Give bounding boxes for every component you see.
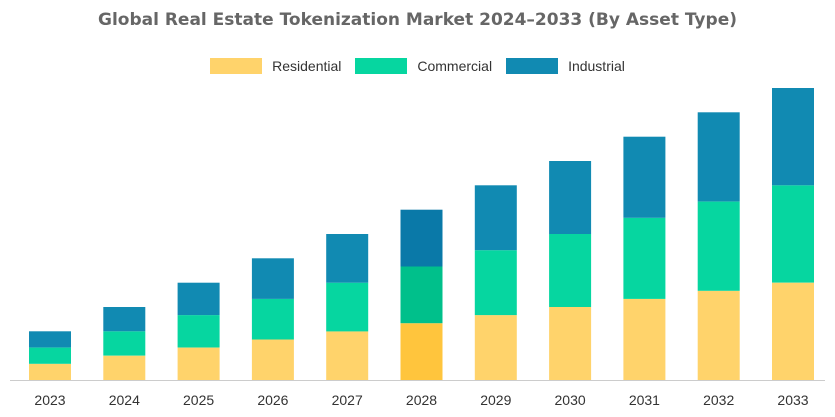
bar-industrial-2026 [251,258,294,299]
bar-commercial-2026 [251,298,294,340]
bar-commercial-2031 [623,217,666,299]
bar-residential-2025 [177,347,220,380]
x-tick-label-2032: 2032 [703,392,734,408]
bar-commercial-2028 [400,266,443,324]
chart-title: Global Real Estate Tokenization Market 2… [97,10,737,30]
bar-commercial-2025 [177,315,220,348]
x-tick-label-2033: 2033 [777,392,808,408]
x-tick-label-2027: 2027 [332,392,363,408]
bar-industrial-2024 [103,307,146,332]
bar-commercial-2027 [326,282,369,332]
bar-industrial-2025 [177,282,220,316]
legend: Residential Commercial Industrial [0,58,835,74]
legend-swatch-industrial [506,58,559,74]
bar-industrial-2029 [474,185,517,251]
x-tick-label-2023: 2023 [34,392,65,408]
bar-industrial-2028 [400,209,443,267]
bar-industrial-2031 [623,136,666,218]
legend-item-residential: Residential [210,58,341,74]
bar-residential-2024 [103,355,146,380]
bar-residential-2027 [326,331,369,380]
bar-industrial-2023 [29,331,71,348]
bar-residential-2032 [697,290,740,380]
bar-commercial-2023 [29,347,71,364]
bar-residential-2029 [474,315,517,380]
bar-residential-2023 [29,363,71,380]
legend-swatch-residential [210,58,263,74]
x-tick-label-2029: 2029 [480,392,511,408]
bar-commercial-2029 [474,250,517,316]
bar-residential-2030 [549,307,592,380]
legend-item-industrial: Industrial [506,58,625,74]
bar-commercial-2024 [103,331,146,356]
legend-label-commercial: Commercial [417,58,493,74]
bar-residential-2028 [400,323,443,380]
bar-commercial-2032 [697,201,740,291]
legend-label-industrial: Industrial [568,58,625,74]
bar-industrial-2030 [549,161,592,234]
bar-commercial-2030 [549,234,592,307]
x-tick-label-2025: 2025 [183,392,214,408]
x-tick-label-2024: 2024 [109,392,140,408]
legend-item-commercial: Commercial [355,58,492,74]
bar-residential-2033 [772,282,814,380]
legend-label-residential: Residential [272,58,342,74]
bar-industrial-2027 [326,234,369,283]
legend-swatch-commercial [355,58,408,74]
x-tick-label-2031: 2031 [629,392,660,408]
x-tick-label-2026: 2026 [257,392,288,408]
bar-residential-2031 [623,298,666,380]
bar-industrial-2033 [772,88,814,186]
x-tick-label-2028: 2028 [406,392,437,408]
bar-residential-2026 [251,339,294,380]
bar-commercial-2033 [772,185,814,283]
bar-industrial-2032 [697,112,740,202]
x-tick-label-2030: 2030 [555,392,586,408]
